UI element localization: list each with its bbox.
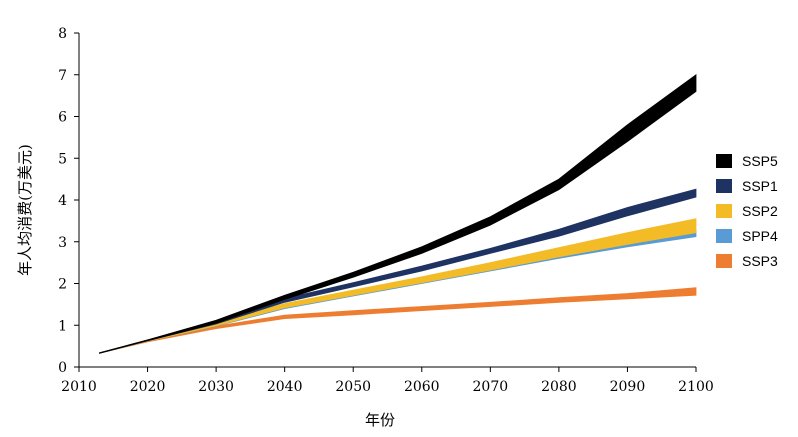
legend-label-spp4: SPP4 [742, 228, 778, 244]
y-tick-label: 4 [58, 193, 67, 209]
legend-label-ssp2: SSP2 [742, 203, 778, 219]
legend-swatch-ssp2 [716, 204, 732, 218]
series-band-spp4 [99, 230, 697, 354]
legend-swatch-ssp5 [716, 154, 732, 168]
legend-label-ssp3: SSP3 [742, 253, 778, 269]
x-tick-label: 2020 [130, 379, 166, 395]
y-tick-label: 8 [58, 26, 67, 42]
legend-swatch-ssp3 [716, 254, 732, 268]
series-band-ssp2 [99, 218, 697, 354]
series-band-ssp5 [99, 74, 697, 354]
plot-area [99, 74, 697, 354]
x-tick-label: 2010 [61, 379, 97, 395]
y-tick-label: 6 [58, 110, 67, 126]
x-tick-label: 2090 [610, 379, 646, 395]
x-tick-label: 2060 [404, 379, 440, 395]
legend-label-ssp5: SSP5 [742, 153, 778, 169]
y-tick-label: 3 [58, 235, 67, 251]
y-tick-label: 5 [58, 151, 67, 167]
y-tick-label: 2 [58, 277, 67, 293]
tick-labels: 2010 2020 2030 2040 2050 2060 2070 2080 2090 2100… [58, 26, 714, 395]
legend-swatch-ssp1 [716, 179, 732, 193]
legend-swatch-spp4 [716, 229, 732, 243]
x-tick-label: 2100 [678, 379, 714, 395]
y-tick-label: 7 [58, 68, 67, 84]
axes [74, 32, 697, 372]
legend: SSP5 SSP1 SSP2 SPP4 SSP3 [716, 153, 778, 269]
y-tick-label: 0 [58, 360, 67, 376]
y-tick-label: 1 [58, 318, 67, 334]
y-axis-title: 年人均消费(万美元) [16, 144, 34, 276]
x-tick-label: 2080 [541, 379, 577, 395]
x-tick-label: 2030 [198, 379, 234, 395]
x-axis-title: 年份 [365, 411, 395, 429]
x-tick-label: 2050 [335, 379, 371, 395]
x-tick-label: 2070 [473, 379, 509, 395]
legend-label-ssp1: SSP1 [742, 178, 778, 194]
x-tick-label: 2040 [267, 379, 303, 395]
series-band-ssp3 [99, 287, 697, 354]
